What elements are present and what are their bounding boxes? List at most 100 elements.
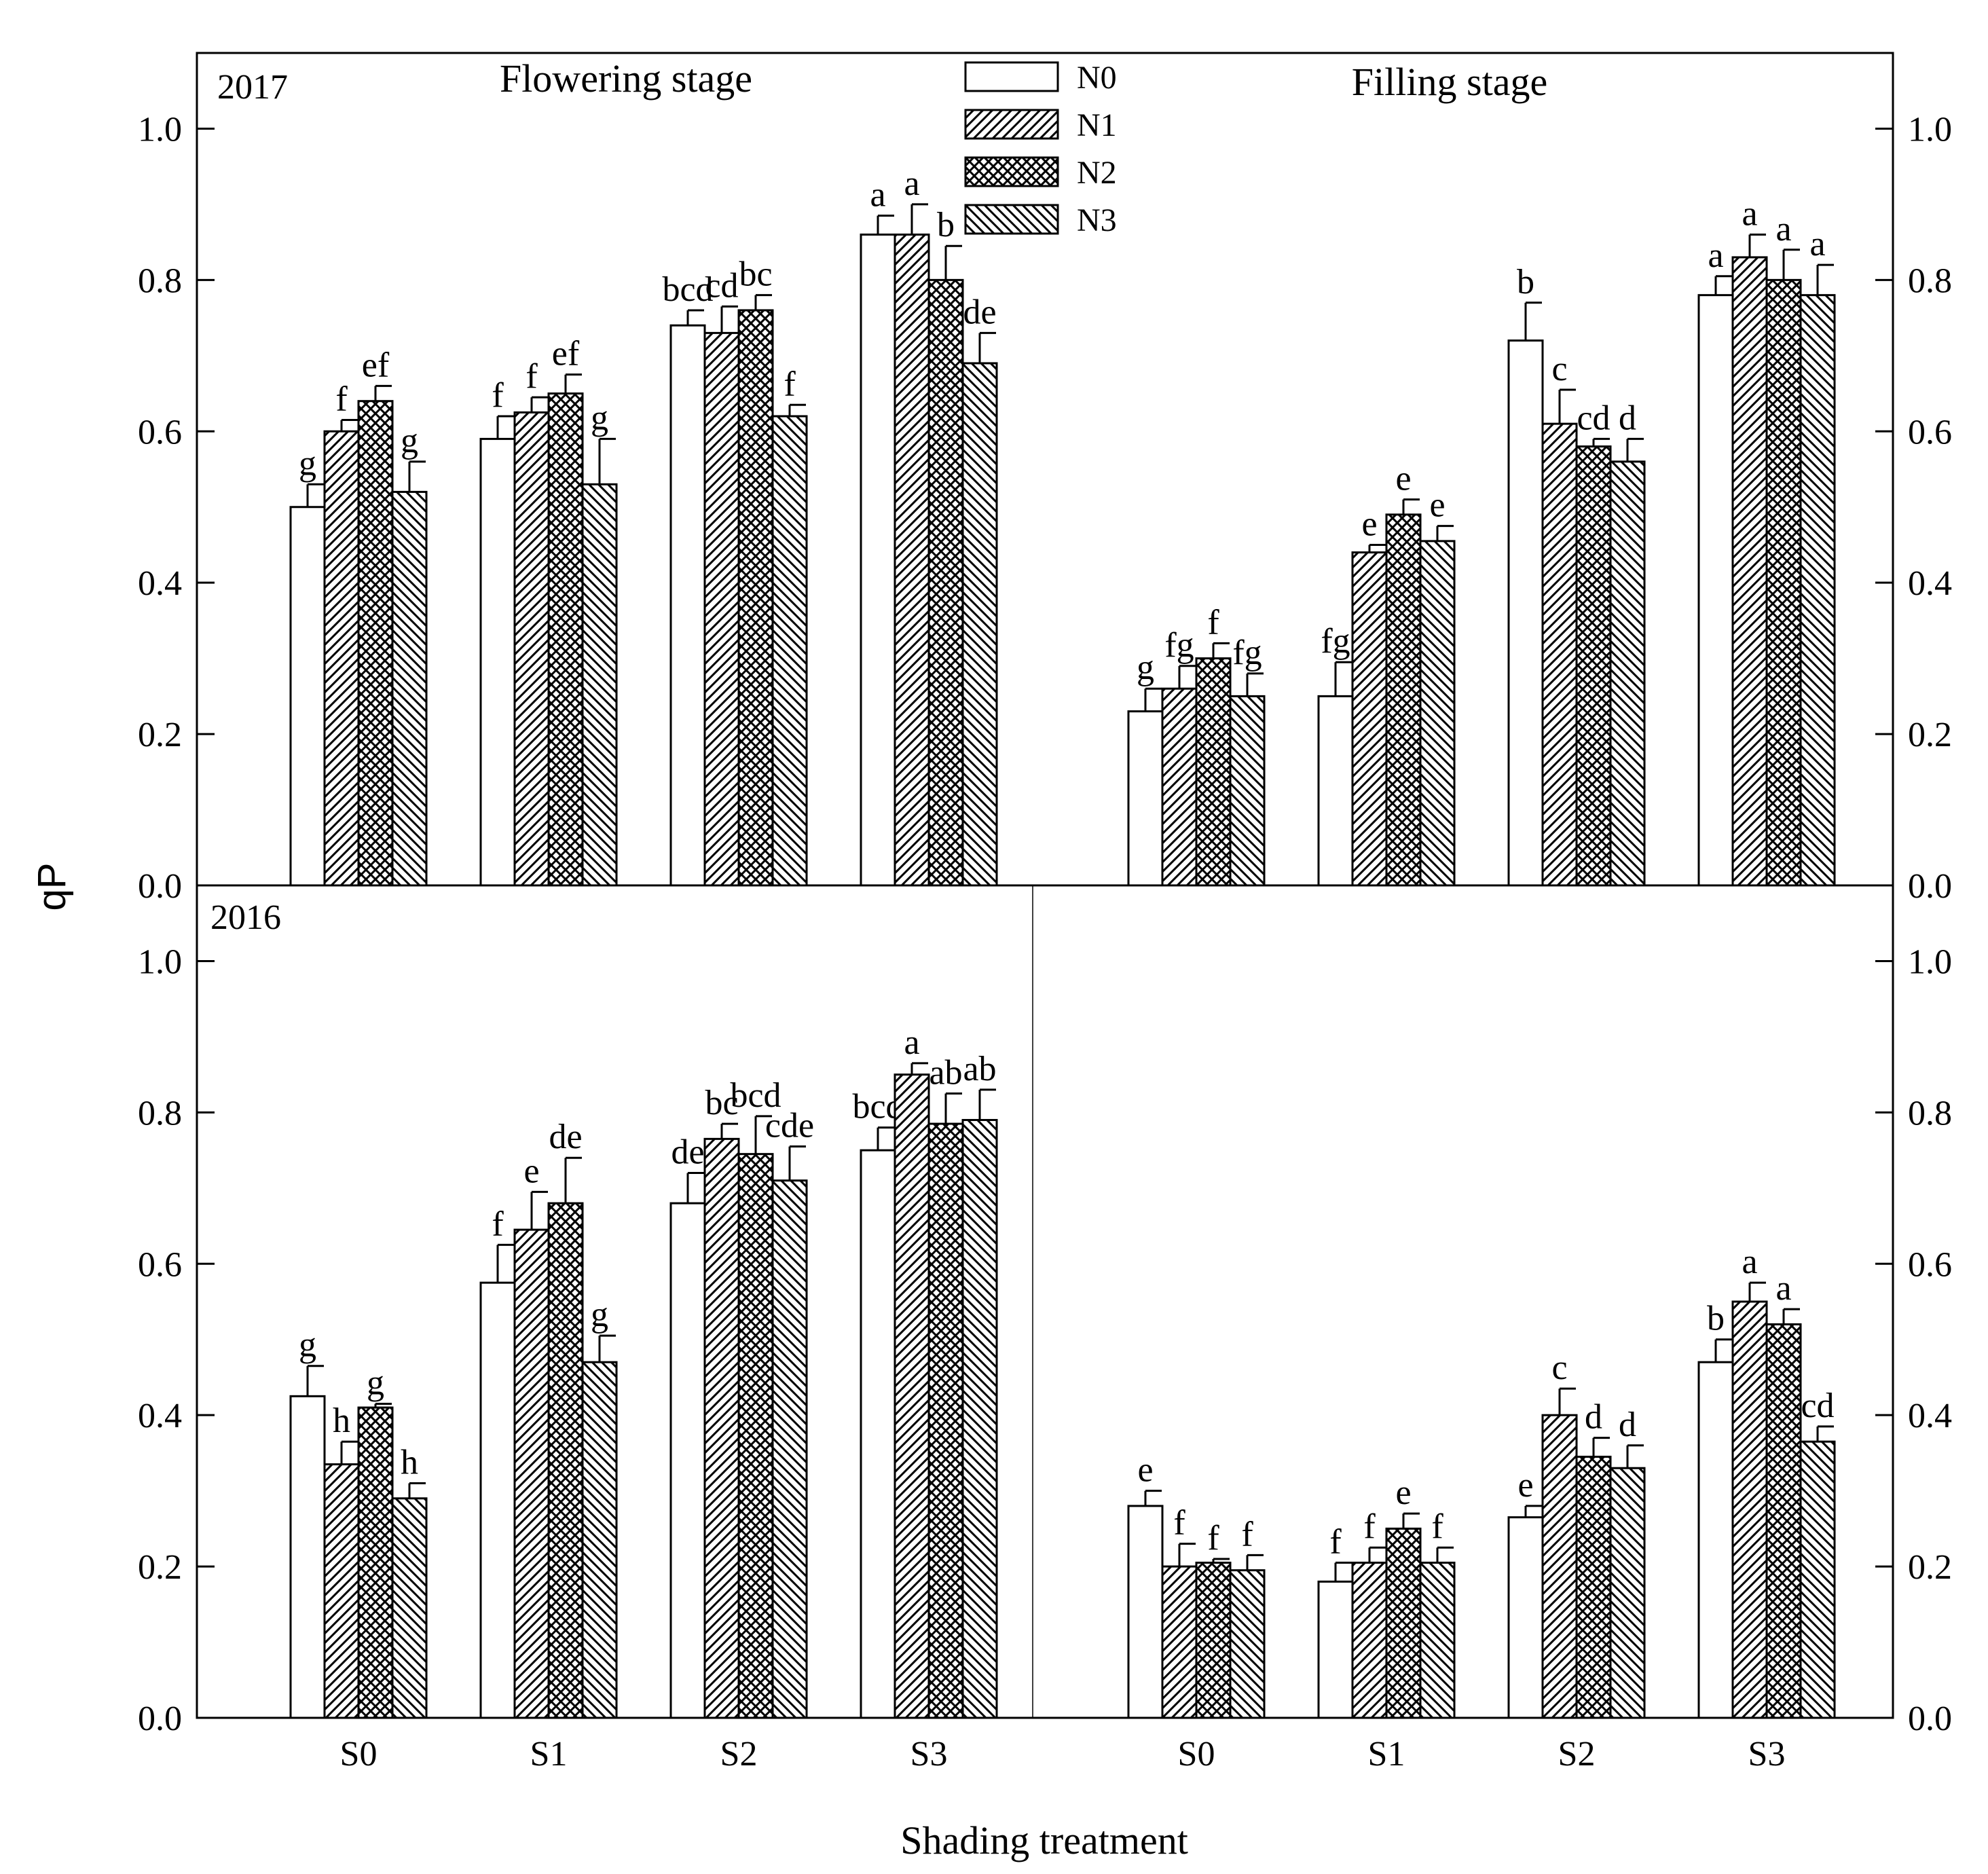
- significance-letter: a: [1708, 236, 1723, 275]
- bar-2016-flowering-N1-S2: [703, 1137, 740, 1719]
- significance-letter: d: [1619, 399, 1636, 437]
- significance-letter: f: [1329, 1523, 1342, 1562]
- axes: 0.0 0.0 0.2 0.2 0.4 0.4 0.6 0.6 0.8 0.8 1.0 1.0 0.0 0…: [138, 110, 1952, 1774]
- significance-letter: f: [492, 1205, 504, 1243]
- significance-letter: ef: [552, 335, 580, 373]
- bar-2016-filling-N3-S0: [1229, 1569, 1266, 1719]
- bar-2016-filling-N0-S0: [1127, 1505, 1164, 1719]
- y-tick-label-left: 0.4: [138, 564, 182, 603]
- bar-2017-flowering-N1-S2: [703, 331, 740, 887]
- significance-letter: f: [526, 357, 538, 396]
- significance-letter: c: [1551, 350, 1567, 388]
- y-tick-label-right: 0.4: [1908, 564, 1952, 603]
- significance-letter: c: [1551, 1348, 1567, 1387]
- x-tick-label: S2: [720, 1735, 758, 1774]
- significance-letter: g: [591, 1296, 608, 1334]
- significance-letter: a: [1775, 210, 1791, 249]
- bar-2017-flowering-N0-S3: [860, 233, 896, 887]
- bar-2017-filling-N0-S1: [1317, 695, 1354, 887]
- bar-2016-filling-N1-S0: [1161, 1565, 1198, 1719]
- significance-letter: ab: [929, 1054, 962, 1092]
- legend-label-n1: N1: [1077, 107, 1117, 143]
- significance-letter: g: [401, 422, 418, 460]
- bar-2016-filling-N3-S2: [1609, 1467, 1646, 1719]
- bar-2017-filling-N0-S3: [1697, 294, 1734, 887]
- bar-2017-flowering-N3-S1: [581, 483, 618, 887]
- significance-letter: b: [937, 206, 955, 244]
- legend-label-n0: N0: [1077, 60, 1117, 96]
- significance-letter: g: [299, 444, 316, 483]
- bar-2017-filling-N2-S3: [1765, 278, 1802, 887]
- bar-2017-flowering-N2-S0: [357, 400, 394, 887]
- bar-2016-filling-N0-S2: [1507, 1516, 1544, 1719]
- significance-letter: e: [1429, 486, 1445, 525]
- significance-letter: a: [1742, 1243, 1757, 1281]
- bar-2017-filling-N0-S0: [1127, 710, 1164, 887]
- y-tick-label-right: 0.0: [1908, 1700, 1952, 1738]
- bar-2016-flowering-N2-S0: [357, 1406, 394, 1719]
- year-label-bottom: 2016: [210, 898, 281, 937]
- bar-2016-flowering-N2-S1: [547, 1202, 584, 1719]
- significance-letter: a: [1775, 1269, 1791, 1308]
- bar-2016-flowering-N1-S0: [323, 1463, 360, 1719]
- bar-2017-flowering-N2-S3: [927, 278, 964, 887]
- y-tick-label-right: 0.6: [1908, 413, 1952, 452]
- bar-2016-filling-N2-S3: [1765, 1323, 1802, 1719]
- y-tick-label-left: 0.8: [138, 261, 182, 300]
- y-tick-label-right: 0.2: [1908, 716, 1952, 754]
- significance-letter: cd: [705, 266, 738, 305]
- x-tick-label: S0: [1178, 1735, 1215, 1774]
- significance-letter: bc: [739, 255, 772, 294]
- bar-2017-filling-N1-S3: [1731, 256, 1768, 887]
- y-tick-label-right: 0.6: [1908, 1245, 1952, 1284]
- bar-2016-flowering-N0-S3: [860, 1149, 896, 1719]
- y-tick-label-left: 1.0: [138, 942, 182, 981]
- significance-letter: de: [671, 1133, 704, 1172]
- significance-letter: b: [1517, 263, 1534, 301]
- y-tick-label-right: 0.0: [1908, 867, 1952, 906]
- bar-2016-flowering-N1-S3: [894, 1073, 930, 1719]
- bar-2016-flowering-N3-S3: [961, 1119, 998, 1719]
- x-tick-label: S2: [1558, 1735, 1596, 1774]
- y-tick-label-left: 0.2: [138, 716, 182, 754]
- significance-letter: f: [1363, 1507, 1376, 1546]
- y-tick-label-right: 1.0: [1908, 942, 1952, 981]
- bar-2016-filling-N0-S1: [1317, 1580, 1354, 1719]
- significance-letter: bcd: [730, 1076, 781, 1115]
- year-label-top: 2017: [217, 68, 288, 107]
- bar-2016-flowering-N3-S1: [581, 1361, 618, 1719]
- bar-2017-flowering-N2-S1: [547, 392, 584, 887]
- bar-2016-flowering-N0-S2: [669, 1202, 706, 1719]
- significance-letter: cde: [765, 1107, 814, 1145]
- bar-2017-filling-N1-S1: [1351, 551, 1388, 887]
- bar-2016-filling-N2-S2: [1575, 1455, 1612, 1719]
- significance-letter: f: [784, 365, 796, 403]
- bar-2016-filling-N2-S0: [1195, 1562, 1232, 1719]
- bar-2017-filling-N2-S2: [1575, 445, 1612, 887]
- x-axis-label: Shading treatment: [900, 1818, 1188, 1862]
- bar-2017-filling-N3-S3: [1799, 294, 1836, 887]
- legend-swatch-n1: [964, 109, 1059, 140]
- bar-2017-flowering-N3-S2: [771, 415, 808, 887]
- x-tick-label: S3: [1748, 1735, 1786, 1774]
- significance-letter: f: [1431, 1507, 1443, 1546]
- y-tick-label-right: 0.8: [1908, 261, 1952, 300]
- significance-letter: f: [1173, 1504, 1185, 1543]
- x-tick-label: S1: [530, 1735, 568, 1774]
- bar-2016-flowering-N3-S0: [391, 1497, 428, 1719]
- y-tick-label-right: 0.4: [1908, 1397, 1952, 1435]
- y-tick-label-right: 0.2: [1908, 1548, 1952, 1587]
- bar-2016-filling-N1-S1: [1351, 1562, 1388, 1719]
- significance-letter: d: [1585, 1398, 1602, 1437]
- bar-2017-filling-N3-S0: [1229, 695, 1266, 887]
- y-tick-label-left: 0.2: [138, 1548, 182, 1587]
- significance-letter: e: [1137, 1451, 1153, 1490]
- bar-2017-filling-N2-S1: [1385, 513, 1422, 887]
- bar-2017-filling-N0-S2: [1507, 339, 1544, 887]
- bar-2016-filling-N1-S3: [1731, 1300, 1768, 1719]
- y-tick-label-left: 0.0: [138, 867, 182, 906]
- significance-letter: a: [870, 176, 885, 215]
- legend-item-n2: N2: [964, 155, 1117, 191]
